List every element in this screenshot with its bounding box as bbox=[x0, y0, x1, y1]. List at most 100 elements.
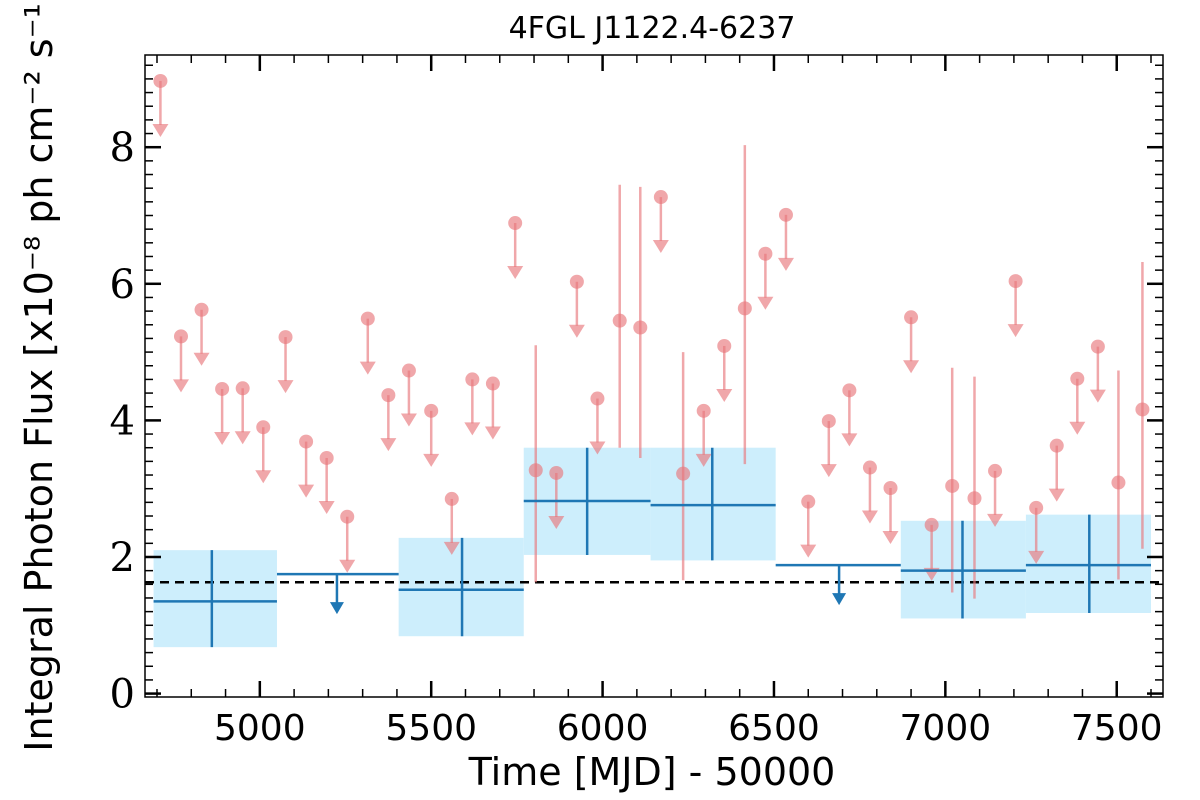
fine-data-point bbox=[778, 207, 793, 222]
fine-data-point bbox=[340, 509, 355, 524]
fine-upper-limit-arrow-head bbox=[172, 379, 189, 393]
fine-data-point bbox=[612, 313, 627, 328]
chart-title: 4FGL J1122.4-6237 bbox=[509, 11, 796, 46]
fine-data-point bbox=[319, 450, 334, 465]
fine-upper-limit-arrow-head bbox=[695, 453, 712, 467]
fine-data-point bbox=[381, 388, 396, 403]
fine-upper-limit-arrow-head bbox=[464, 422, 481, 436]
fine-upper-limit-arrow-head bbox=[568, 324, 585, 338]
fine-upper-limit-arrow-head bbox=[800, 544, 817, 558]
fine-data-point bbox=[549, 465, 564, 480]
fine-upper-limit-arrow-head bbox=[359, 361, 376, 375]
coarse-upper-limit-arrow-head bbox=[832, 593, 847, 606]
fine-data-point bbox=[256, 420, 271, 435]
x-tick-label: 5500 bbox=[385, 708, 477, 749]
coarse-upper-limit-arrow-head bbox=[329, 602, 344, 615]
fine-data-point bbox=[528, 463, 543, 478]
fine-data-point bbox=[465, 372, 480, 387]
fine-data-point bbox=[945, 478, 960, 493]
fine-data-point bbox=[569, 274, 584, 289]
fine-data-point bbox=[988, 463, 1003, 478]
fine-upper-limit-arrow-head bbox=[820, 464, 837, 478]
y-tick-label: 8 bbox=[110, 125, 135, 171]
fine-upper-limit-arrow-head bbox=[652, 240, 669, 254]
fine-upper-limit-arrow-head bbox=[484, 426, 501, 440]
fine-upper-limit-arrow-head bbox=[987, 513, 1004, 527]
fine-data-point bbox=[883, 481, 898, 496]
coarse-bin-error-box bbox=[153, 550, 277, 648]
fine-upper-limit-arrow-head bbox=[548, 515, 565, 529]
fine-data-point bbox=[173, 329, 188, 344]
fine-data-point bbox=[485, 376, 500, 391]
fine-data-point bbox=[967, 491, 982, 506]
fine-data-point bbox=[215, 381, 230, 396]
fine-data-point bbox=[1135, 402, 1150, 417]
fine-upper-limit-arrow-head bbox=[298, 484, 315, 498]
fine-upper-limit-arrow-head bbox=[400, 413, 417, 427]
fine-data-point bbox=[360, 311, 375, 326]
fine-upper-limit-arrow-head bbox=[507, 266, 524, 280]
fine-data-point bbox=[904, 310, 919, 325]
y-tick-label: 2 bbox=[110, 535, 135, 581]
fine-upper-limit-arrow-head bbox=[777, 257, 794, 271]
plot-frame bbox=[144, 54, 1164, 698]
fine-data-point bbox=[1029, 500, 1044, 515]
fine-data-point bbox=[633, 320, 648, 335]
fine-data-point bbox=[1070, 371, 1085, 386]
fine-upper-limit-arrow-head bbox=[1069, 421, 1086, 435]
x-tick-label: 7500 bbox=[1071, 708, 1163, 749]
fine-upper-limit-arrow-head bbox=[255, 470, 272, 484]
fine-data-point bbox=[1008, 274, 1023, 289]
fine-upper-limit-arrow-head bbox=[903, 360, 920, 374]
x-tick-label: 5000 bbox=[214, 708, 306, 749]
fine-upper-limit-arrow-head bbox=[882, 531, 899, 545]
fine-upper-limit-arrow-head bbox=[318, 500, 335, 514]
fine-data-point bbox=[299, 434, 314, 449]
fine-data-point bbox=[508, 216, 523, 231]
fine-data-point bbox=[737, 301, 752, 316]
fine-data-point bbox=[590, 391, 605, 406]
y-tick-label: 4 bbox=[110, 398, 135, 444]
fine-upper-limit-arrow-head bbox=[193, 352, 210, 366]
fine-data-point bbox=[801, 494, 816, 509]
fine-upper-limit-arrow-head bbox=[1048, 488, 1065, 502]
fine-upper-limit-arrow-head bbox=[1007, 324, 1024, 338]
fine-data-point bbox=[924, 517, 939, 532]
fine-upper-limit-arrow-head bbox=[1089, 389, 1106, 403]
fine-data-point bbox=[278, 330, 293, 345]
fine-upper-limit-arrow-head bbox=[423, 453, 440, 467]
fine-upper-limit-arrow-head bbox=[234, 431, 251, 445]
fine-upper-limit-arrow-head bbox=[443, 541, 460, 555]
fine-upper-limit-arrow-head bbox=[380, 438, 397, 452]
fine-data-point bbox=[444, 491, 459, 506]
fine-upper-limit-arrow-head bbox=[716, 388, 733, 402]
fine-upper-limit-arrow-head bbox=[1028, 550, 1045, 564]
fine-data-point bbox=[717, 338, 732, 353]
fine-upper-limit-arrow-head bbox=[589, 441, 606, 455]
y-axis-label: Integral Photon Flux [x10⁻⁸ ph cm⁻² s⁻¹] bbox=[17, 0, 61, 752]
fine-data-point bbox=[235, 381, 250, 396]
fine-data-point bbox=[1111, 475, 1126, 490]
fine-data-point bbox=[424, 403, 439, 418]
fine-data-point bbox=[194, 302, 209, 317]
plot-area: 5000 5500 6000 6500 7000 7500 0 2 4 6 8 bbox=[110, 54, 1164, 749]
fine-data-point bbox=[676, 466, 691, 481]
fine-data-point bbox=[1049, 438, 1064, 453]
fine-upper-limit-arrow-head bbox=[214, 431, 231, 445]
x-tick-label: 6500 bbox=[728, 708, 820, 749]
x-axis-label: Time [MJD] - 50000 bbox=[468, 750, 836, 794]
fine-upper-limit-arrow-head bbox=[277, 380, 294, 394]
fine-data-point bbox=[758, 246, 773, 261]
fine-data-point bbox=[862, 460, 877, 475]
fine-data-point bbox=[1090, 339, 1105, 354]
fine-data-point bbox=[821, 414, 836, 429]
fine-upper-limit-arrow-head bbox=[841, 433, 858, 447]
fine-upper-limit-arrow-head bbox=[861, 510, 878, 524]
x-tick-label: 7000 bbox=[900, 708, 992, 749]
y-tick-label: 6 bbox=[110, 262, 135, 308]
x-tick-label: 6000 bbox=[557, 708, 649, 749]
y-tick-label: 0 bbox=[110, 672, 135, 718]
fine-data-point bbox=[401, 363, 416, 378]
fine-data-point bbox=[696, 403, 711, 418]
